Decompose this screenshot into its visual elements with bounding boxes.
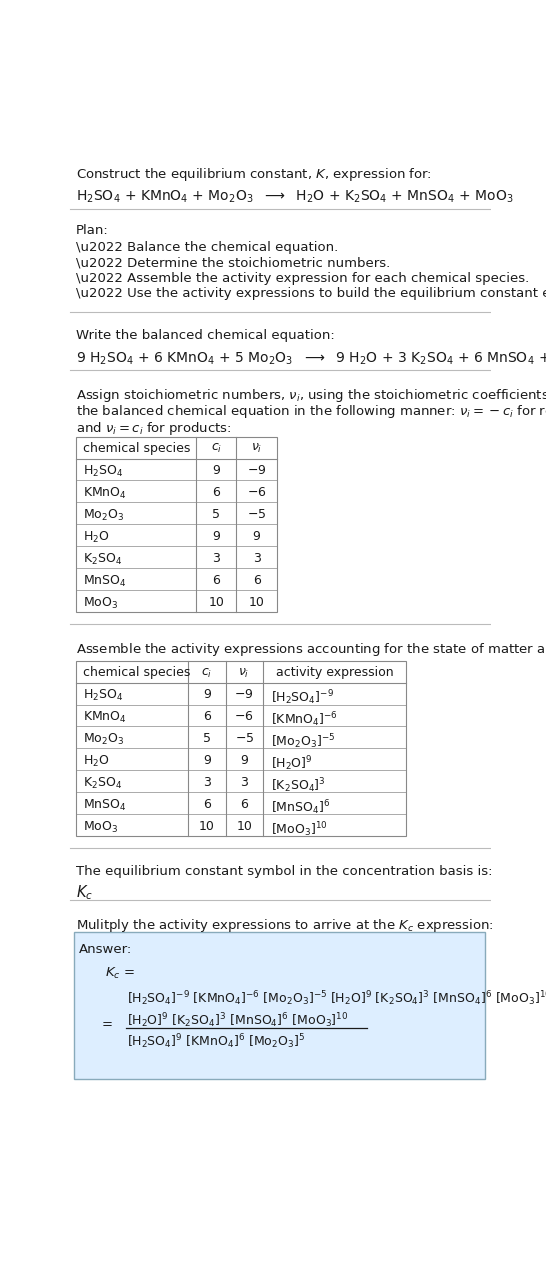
Text: H$_2$SO$_4$ + KMnO$_4$ + Mo$_2$O$_3$  $\longrightarrow$  H$_2$O + K$_2$SO$_4$ + : H$_2$SO$_4$ + KMnO$_4$ + Mo$_2$O$_3$ $\l… <box>76 188 514 205</box>
Text: MoO$_3$: MoO$_3$ <box>83 595 118 611</box>
Text: activity expression: activity expression <box>276 666 393 680</box>
Bar <box>76 661 406 837</box>
Text: K$_2$SO$_4$: K$_2$SO$_4$ <box>83 776 122 791</box>
Text: 10: 10 <box>236 820 252 833</box>
Text: Construct the equilibrium constant, $K$, expression for:: Construct the equilibrium constant, $K$,… <box>76 166 432 182</box>
Text: 10: 10 <box>199 820 215 833</box>
Text: =: = <box>102 1019 112 1031</box>
Text: Mo$_2$O$_3$: Mo$_2$O$_3$ <box>83 508 124 523</box>
Text: Answer:: Answer: <box>79 943 132 957</box>
Text: 6: 6 <box>212 574 220 586</box>
Text: The equilibrium constant symbol in the concentration basis is:: The equilibrium constant symbol in the c… <box>76 865 492 877</box>
Text: KMnO$_4$: KMnO$_4$ <box>83 710 127 726</box>
Text: 9: 9 <box>203 689 211 702</box>
Text: $K_c$: $K_c$ <box>76 884 93 902</box>
Text: 6: 6 <box>212 487 220 499</box>
Text: [H$_2$SO$_4$]$^{-9}$ [KMnO$_4$]$^{-6}$ [Mo$_2$O$_3$]$^{-5}$ [H$_2$O]$^9$ [K$_2$S: [H$_2$SO$_4$]$^{-9}$ [KMnO$_4$]$^{-6}$ [… <box>127 990 546 1009</box>
Text: 6: 6 <box>203 798 211 811</box>
Text: [MnSO$_4$]$^6$: [MnSO$_4$]$^6$ <box>270 798 330 817</box>
Text: [MoO$_3$]$^{10}$: [MoO$_3$]$^{10}$ <box>270 820 327 839</box>
Text: $-$9: $-$9 <box>234 689 254 702</box>
Text: 3: 3 <box>203 776 211 789</box>
Text: the balanced chemical equation in the following manner: $\nu_i = -c_i$ for react: the balanced chemical equation in the fo… <box>76 403 546 421</box>
Text: $\nu_i$: $\nu_i$ <box>239 666 250 680</box>
Text: \u2022 Use the activity expressions to build the equilibrium constant expression: \u2022 Use the activity expressions to b… <box>76 287 546 301</box>
Text: [KMnO$_4$]$^{-6}$: [KMnO$_4$]$^{-6}$ <box>270 710 337 729</box>
Text: 10: 10 <box>248 595 264 609</box>
Text: $-$9: $-$9 <box>247 464 266 478</box>
Text: K$_2$SO$_4$: K$_2$SO$_4$ <box>83 552 122 568</box>
Text: and $\nu_i = c_i$ for products:: and $\nu_i = c_i$ for products: <box>76 420 232 436</box>
Text: 9: 9 <box>253 530 260 544</box>
Text: $-$5: $-$5 <box>247 508 266 521</box>
Text: H$_2$O: H$_2$O <box>83 755 110 770</box>
Text: H$_2$SO$_4$: H$_2$SO$_4$ <box>83 464 123 479</box>
Text: $\nu_i$: $\nu_i$ <box>251 442 262 455</box>
Text: 9: 9 <box>203 755 211 767</box>
Text: Mo$_2$O$_3$: Mo$_2$O$_3$ <box>83 732 124 747</box>
Text: 10: 10 <box>209 595 224 609</box>
Text: 3: 3 <box>253 552 260 565</box>
Text: $-$6: $-$6 <box>234 710 254 723</box>
Text: [H$_2$SO$_4$]$^{-9}$: [H$_2$SO$_4$]$^{-9}$ <box>270 689 334 707</box>
Bar <box>76 436 277 612</box>
Text: [H$_2$SO$_4$]$^9$ [KMnO$_4$]$^6$ [Mo$_2$O$_3$]$^5$: [H$_2$SO$_4$]$^9$ [KMnO$_4$]$^6$ [Mo$_2$… <box>127 1033 305 1052</box>
Text: $-$6: $-$6 <box>247 487 266 499</box>
Text: MnSO$_4$: MnSO$_4$ <box>83 574 127 589</box>
Text: MoO$_3$: MoO$_3$ <box>83 820 118 836</box>
Text: [K$_2$SO$_4$]$^3$: [K$_2$SO$_4$]$^3$ <box>270 776 325 795</box>
Text: 5: 5 <box>203 732 211 746</box>
Text: Assign stoichiometric numbers, $\nu_i$, using the stoichiometric coefficients, $: Assign stoichiometric numbers, $\nu_i$, … <box>76 387 546 404</box>
Text: 9: 9 <box>212 530 220 544</box>
Text: 9: 9 <box>212 464 220 478</box>
Text: $c_i$: $c_i$ <box>211 442 222 455</box>
Text: [H$_2$O]$^9$: [H$_2$O]$^9$ <box>270 755 312 772</box>
FancyBboxPatch shape <box>74 933 485 1078</box>
Text: 9 H$_2$SO$_4$ + 6 KMnO$_4$ + 5 Mo$_2$O$_3$  $\longrightarrow$  9 H$_2$O + 3 K$_2: 9 H$_2$SO$_4$ + 6 KMnO$_4$ + 5 Mo$_2$O$_… <box>76 350 546 367</box>
Text: \u2022 Balance the chemical equation.: \u2022 Balance the chemical equation. <box>76 241 339 254</box>
Text: 6: 6 <box>240 798 248 811</box>
Text: chemical species: chemical species <box>83 442 191 455</box>
Text: 3: 3 <box>212 552 220 565</box>
Text: Assemble the activity expressions accounting for the state of matter and $\nu_i$: Assemble the activity expressions accoun… <box>76 641 546 657</box>
Text: MnSO$_4$: MnSO$_4$ <box>83 798 127 813</box>
Text: Mulitply the activity expressions to arrive at the $K_c$ expression:: Mulitply the activity expressions to arr… <box>76 918 494 934</box>
Text: H$_2$O: H$_2$O <box>83 530 110 545</box>
Text: $-$5: $-$5 <box>234 732 254 746</box>
Text: 9: 9 <box>240 755 248 767</box>
Text: [H$_2$O]$^9$ [K$_2$SO$_4$]$^3$ [MnSO$_4$]$^6$ [MoO$_3$]$^{10}$: [H$_2$O]$^9$ [K$_2$SO$_4$]$^3$ [MnSO$_4$… <box>127 1011 349 1030</box>
Text: chemical species: chemical species <box>83 666 191 680</box>
Text: Write the balanced chemical equation:: Write the balanced chemical equation: <box>76 329 335 341</box>
Text: \u2022 Assemble the activity expression for each chemical species.: \u2022 Assemble the activity expression … <box>76 272 529 284</box>
Text: 6: 6 <box>203 710 211 723</box>
Text: [Mo$_2$O$_3$]$^{-5}$: [Mo$_2$O$_3$]$^{-5}$ <box>270 732 335 751</box>
Text: H$_2$SO$_4$: H$_2$SO$_4$ <box>83 689 123 704</box>
Text: \u2022 Determine the stoichiometric numbers.: \u2022 Determine the stoichiometric numb… <box>76 257 390 269</box>
Text: 6: 6 <box>253 574 260 586</box>
Text: KMnO$_4$: KMnO$_4$ <box>83 487 127 502</box>
Text: $K_c$ =: $K_c$ = <box>105 967 135 981</box>
Text: $c_i$: $c_i$ <box>201 666 212 680</box>
Text: 5: 5 <box>212 508 220 521</box>
Text: Plan:: Plan: <box>76 224 109 238</box>
Text: 3: 3 <box>240 776 248 789</box>
